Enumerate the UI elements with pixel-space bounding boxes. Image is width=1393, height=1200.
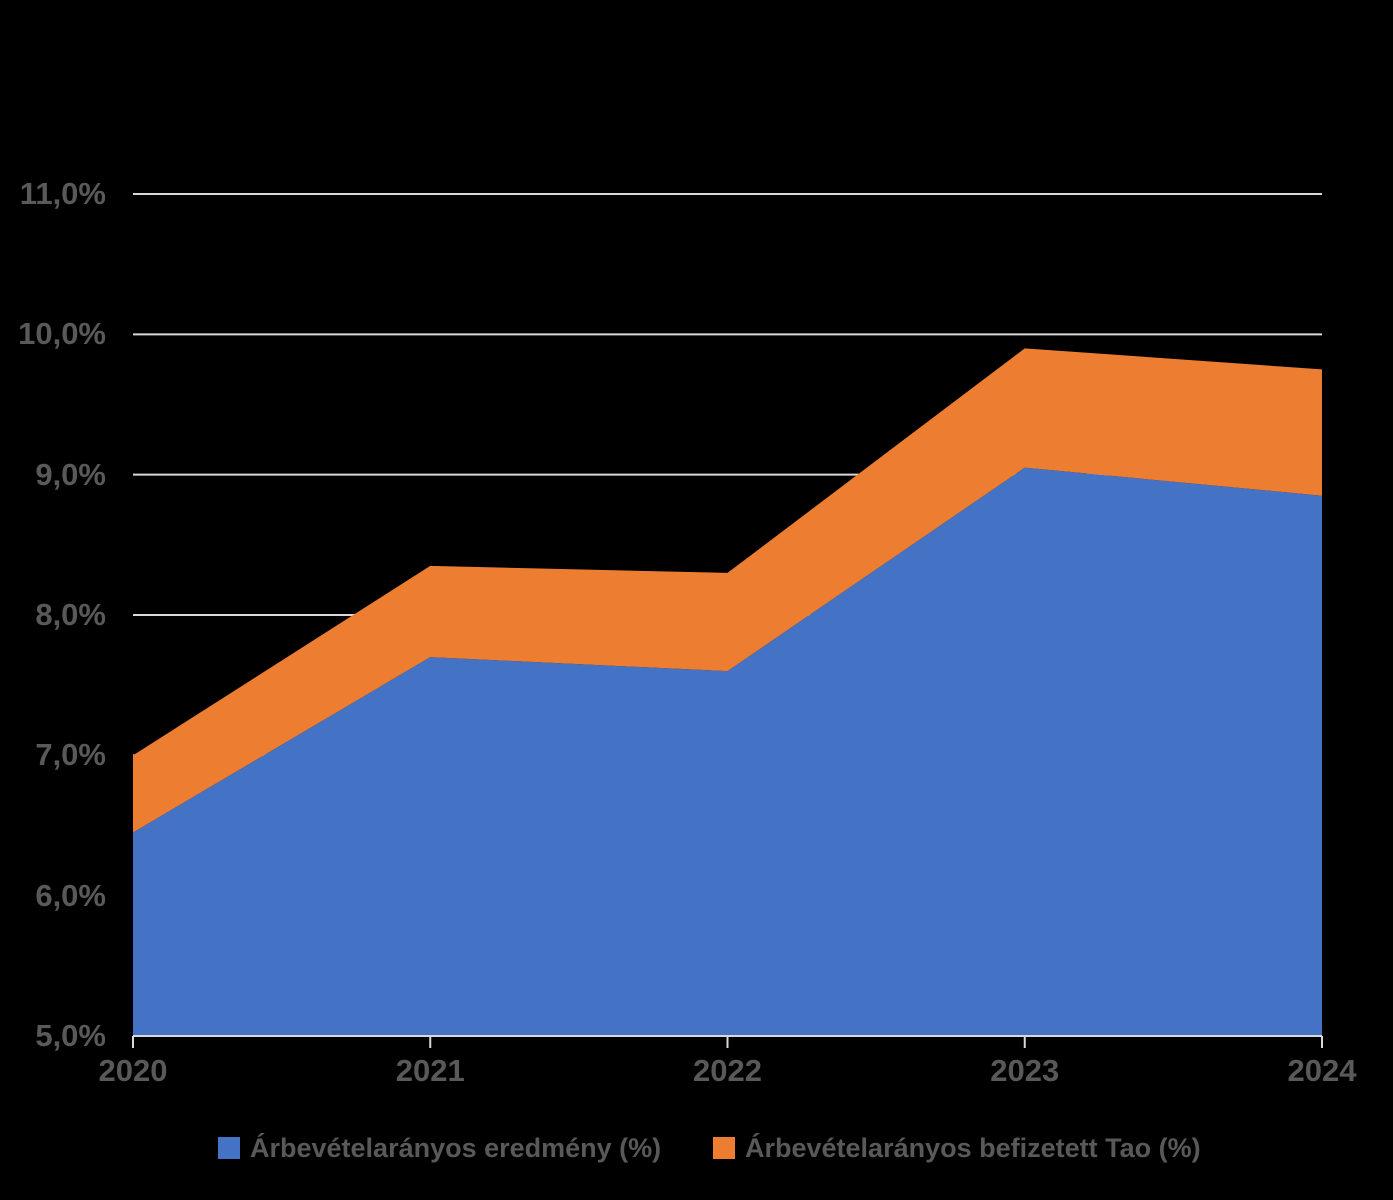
x-tick-label: 2022	[693, 1053, 762, 1088]
legend-label-tao: Árbevételarányos befizetett Tao (%)	[745, 1132, 1201, 1163]
legend-label-eredmeny: Árbevételarányos eredmény (%)	[250, 1132, 662, 1163]
x-tick-label: 2021	[395, 1053, 465, 1088]
legend-item-tao: Árbevételarányos befizetett Tao (%)	[713, 1130, 1201, 1166]
legend-swatch-orange-icon	[713, 1137, 735, 1159]
x-tick-label: 2024	[1287, 1053, 1357, 1088]
y-tick-label: 11,0%	[19, 176, 106, 211]
y-tick-label: 5,0%	[35, 1018, 106, 1053]
y-tick-label: 8,0%	[35, 597, 106, 632]
area-series-tao	[133, 348, 1322, 833]
area-series-eredmeny	[133, 467, 1322, 1036]
y-tick-label: 7,0%	[35, 737, 106, 773]
y-tick-label: 9,0%	[35, 456, 106, 492]
legend-swatch-blue-icon	[218, 1137, 240, 1159]
x-tick-label: 2023	[990, 1053, 1060, 1088]
y-tick-label: 6,0%	[35, 877, 106, 913]
x-tick-label: 2020	[98, 1053, 168, 1088]
legend-item-eredmeny: Árbevételarányos eredmény (%)	[218, 1130, 661, 1166]
y-tick-label: 10,0%	[18, 316, 106, 352]
